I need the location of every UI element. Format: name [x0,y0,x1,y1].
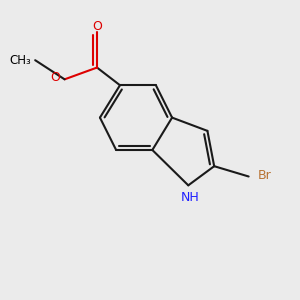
Text: Br: Br [257,169,271,182]
Text: O: O [92,20,102,33]
Text: NH: NH [180,191,199,204]
Text: CH₃: CH₃ [9,54,31,67]
Text: O: O [50,71,60,84]
